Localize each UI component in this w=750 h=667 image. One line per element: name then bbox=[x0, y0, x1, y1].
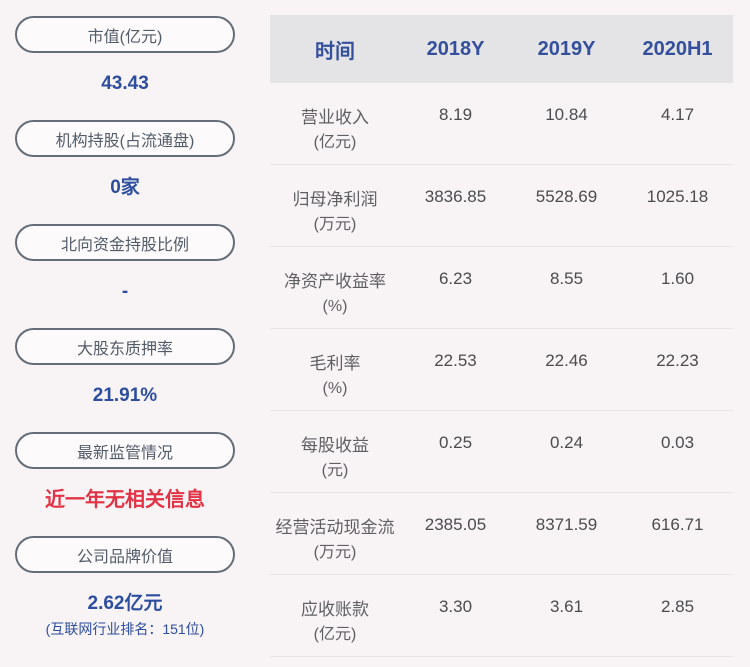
cell-2018y: 6.23 bbox=[438, 269, 473, 288]
header-cell-2019y: 2019Y bbox=[537, 37, 596, 60]
sidebar-item-institutional-holding: 机构持股(占流通盘) 0家 bbox=[15, 120, 235, 224]
row-unit: (万元) bbox=[313, 216, 357, 233]
cell-2018y: 8.19 bbox=[438, 105, 473, 124]
cell-2019y: 3.61 bbox=[549, 597, 584, 616]
cell-2018y: 0.25 bbox=[438, 433, 473, 452]
row-name: 应收账款 bbox=[301, 600, 369, 619]
northbound-ratio-pill[interactable]: 北向资金持股比例 bbox=[15, 224, 235, 261]
row-name: 归母净利润 bbox=[292, 190, 378, 209]
cell-2018y: 22.53 bbox=[434, 351, 477, 370]
table-header-row: 时间 2018Y 2019Y 2020H1 bbox=[270, 15, 733, 83]
header-cell-2020h1: 2020H1 bbox=[642, 37, 713, 60]
cell-2020h1: 0.03 bbox=[660, 433, 695, 452]
cell-2020h1: 1025.18 bbox=[646, 187, 709, 206]
pledge-ratio-value: 21.91% bbox=[92, 385, 158, 406]
regulation-pill[interactable]: 最新监管情况 bbox=[15, 432, 235, 469]
row-label: 毛利率 (%) bbox=[270, 351, 400, 401]
row-unit: (元) bbox=[321, 462, 349, 479]
table-row-operating-cashflow: 经营活动现金流 (万元) 2385.05 8371.59 616.71 bbox=[270, 493, 733, 575]
regulation-value: 近一年无相关信息 bbox=[45, 489, 205, 511]
brand-value-rank-note: (互联网行业排名：151位) bbox=[45, 621, 205, 637]
cell-2019y: 8371.59 bbox=[535, 515, 598, 534]
cell-2019y: 10.84 bbox=[545, 105, 588, 124]
cell-2020h1: 616.71 bbox=[651, 515, 704, 534]
sidebar-item-northbound-ratio: 北向资金持股比例 - bbox=[15, 224, 235, 328]
cell-2019y: 22.46 bbox=[545, 351, 588, 370]
cell-2020h1: 1.60 bbox=[660, 269, 695, 288]
brand-value-value: 2.62亿元 bbox=[87, 593, 163, 614]
row-unit: (亿元) bbox=[313, 626, 357, 643]
financials-table: 时间 2018Y 2019Y 2020H1 营业收入 (亿元) 8.19 10.… bbox=[270, 15, 733, 657]
table-row-accounts-receivable: 应收账款 (亿元) 3.30 3.61 2.85 bbox=[270, 575, 733, 657]
row-label: 营业收入 (亿元) bbox=[270, 105, 400, 155]
metrics-sidebar: 市值(亿元) 43.43 机构持股(占流通盘) 0家 北向资金持股比例 - 大股… bbox=[15, 16, 235, 640]
row-name: 每股收益 bbox=[301, 436, 369, 455]
row-unit: (亿元) bbox=[313, 134, 357, 151]
institutional-holding-value: 0家 bbox=[110, 177, 140, 198]
row-label: 经营活动现金流 (万元) bbox=[270, 515, 400, 565]
header-cell-time: 时间 bbox=[315, 40, 355, 63]
sidebar-item-brand-value: 公司品牌价值 2.62亿元 (互联网行业排名：151位) bbox=[15, 536, 235, 640]
row-name: 经营活动现金流 bbox=[275, 518, 395, 537]
sidebar-item-market-cap: 市值(亿元) 43.43 bbox=[15, 16, 235, 120]
table-row-roe: 净资产收益率 (%) 6.23 8.55 1.60 bbox=[270, 247, 733, 329]
row-name: 营业收入 bbox=[301, 108, 369, 127]
cell-2019y: 8.55 bbox=[549, 269, 584, 288]
cell-2019y: 0.24 bbox=[549, 433, 584, 452]
cell-2018y: 2385.05 bbox=[424, 515, 487, 534]
institutional-holding-pill[interactable]: 机构持股(占流通盘) bbox=[15, 120, 235, 157]
row-label: 每股收益 (元) bbox=[270, 433, 400, 483]
cell-2019y: 5528.69 bbox=[535, 187, 598, 206]
sidebar-item-regulation: 最新监管情况 近一年无相关信息 bbox=[15, 432, 235, 536]
brand-value-pill[interactable]: 公司品牌价值 bbox=[15, 536, 235, 573]
table-row-eps: 每股收益 (元) 0.25 0.24 0.03 bbox=[270, 411, 733, 493]
cell-2020h1: 4.17 bbox=[660, 105, 695, 124]
cell-2020h1: 2.85 bbox=[660, 597, 695, 616]
market-cap-pill[interactable]: 市值(亿元) bbox=[15, 16, 235, 53]
sidebar-item-pledge-ratio: 大股东质押率 21.91% bbox=[15, 328, 235, 432]
northbound-ratio-value: - bbox=[121, 281, 129, 302]
row-label: 净资产收益率 (%) bbox=[270, 269, 400, 319]
table-row-net-profit: 归母净利润 (万元) 3836.85 5528.69 1025.18 bbox=[270, 165, 733, 247]
market-cap-value: 43.43 bbox=[101, 73, 149, 94]
row-label: 归母净利润 (万元) bbox=[270, 187, 400, 237]
row-label: 应收账款 (亿元) bbox=[270, 597, 400, 647]
header-cell-2018y: 2018Y bbox=[426, 37, 485, 60]
table-row-revenue: 营业收入 (亿元) 8.19 10.84 4.17 bbox=[270, 83, 733, 165]
cell-2018y: 3836.85 bbox=[424, 187, 487, 206]
row-unit: (万元) bbox=[313, 544, 357, 561]
row-unit: (%) bbox=[322, 380, 348, 397]
row-name: 净资产收益率 bbox=[284, 272, 386, 291]
row-unit: (%) bbox=[322, 298, 348, 315]
cell-2018y: 3.30 bbox=[438, 597, 473, 616]
cell-2020h1: 22.23 bbox=[656, 351, 699, 370]
row-name: 毛利率 bbox=[309, 354, 361, 373]
table-row-gross-margin: 毛利率 (%) 22.53 22.46 22.23 bbox=[270, 329, 733, 411]
pledge-ratio-pill[interactable]: 大股东质押率 bbox=[15, 328, 235, 365]
